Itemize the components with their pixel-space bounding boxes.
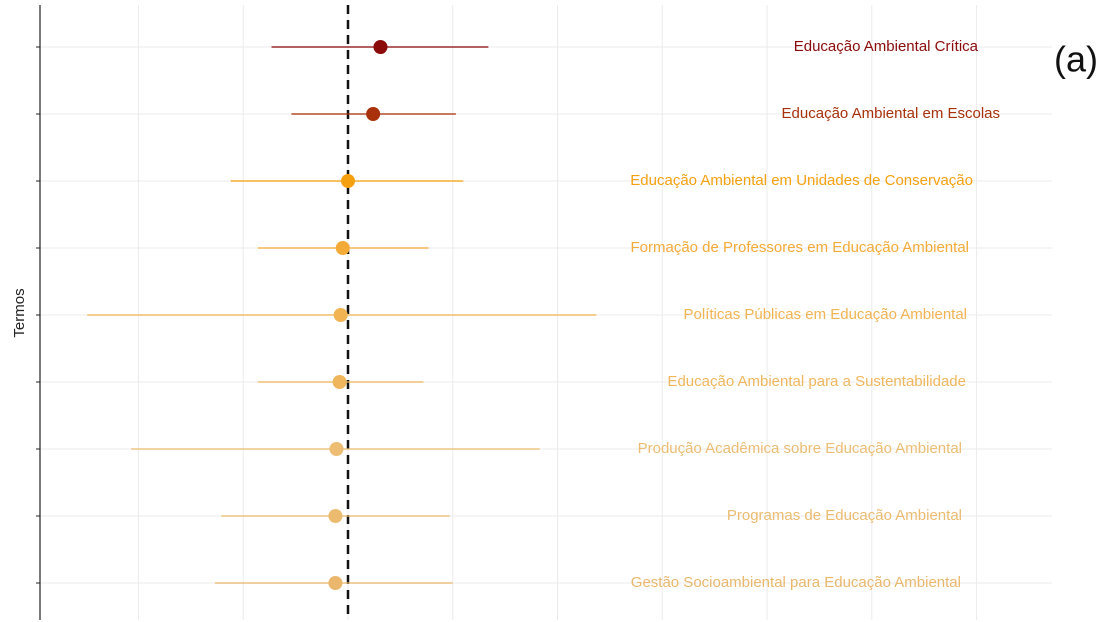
term-label: Gestão Socioambiental para Educação Ambi… [631,574,961,591]
panel-label: (a) [1054,39,1098,80]
term-label: Produção Acadêmica sobre Educação Ambien… [638,440,962,457]
term-label: Programas de Educação Ambiental [727,507,962,524]
point [328,576,343,590]
point [333,308,348,322]
point [366,107,381,121]
term-label: Educação Ambiental para a Sustentabilida… [667,373,966,390]
term-label: Educação Ambiental em Unidades de Conser… [630,172,973,189]
point [373,40,388,54]
point [329,442,344,456]
term-label: Formação de Professores em Educação Ambi… [630,239,969,256]
term-label: Políticas Públicas em Educação Ambiental [684,306,967,323]
point [332,375,347,389]
term-label: Educação Ambiental Crítica [794,38,979,55]
term-label: Educação Ambiental em Escolas [782,105,1000,122]
point [335,241,350,255]
point [341,174,355,188]
point [328,509,343,523]
y-axis-label: Termos [11,288,28,337]
